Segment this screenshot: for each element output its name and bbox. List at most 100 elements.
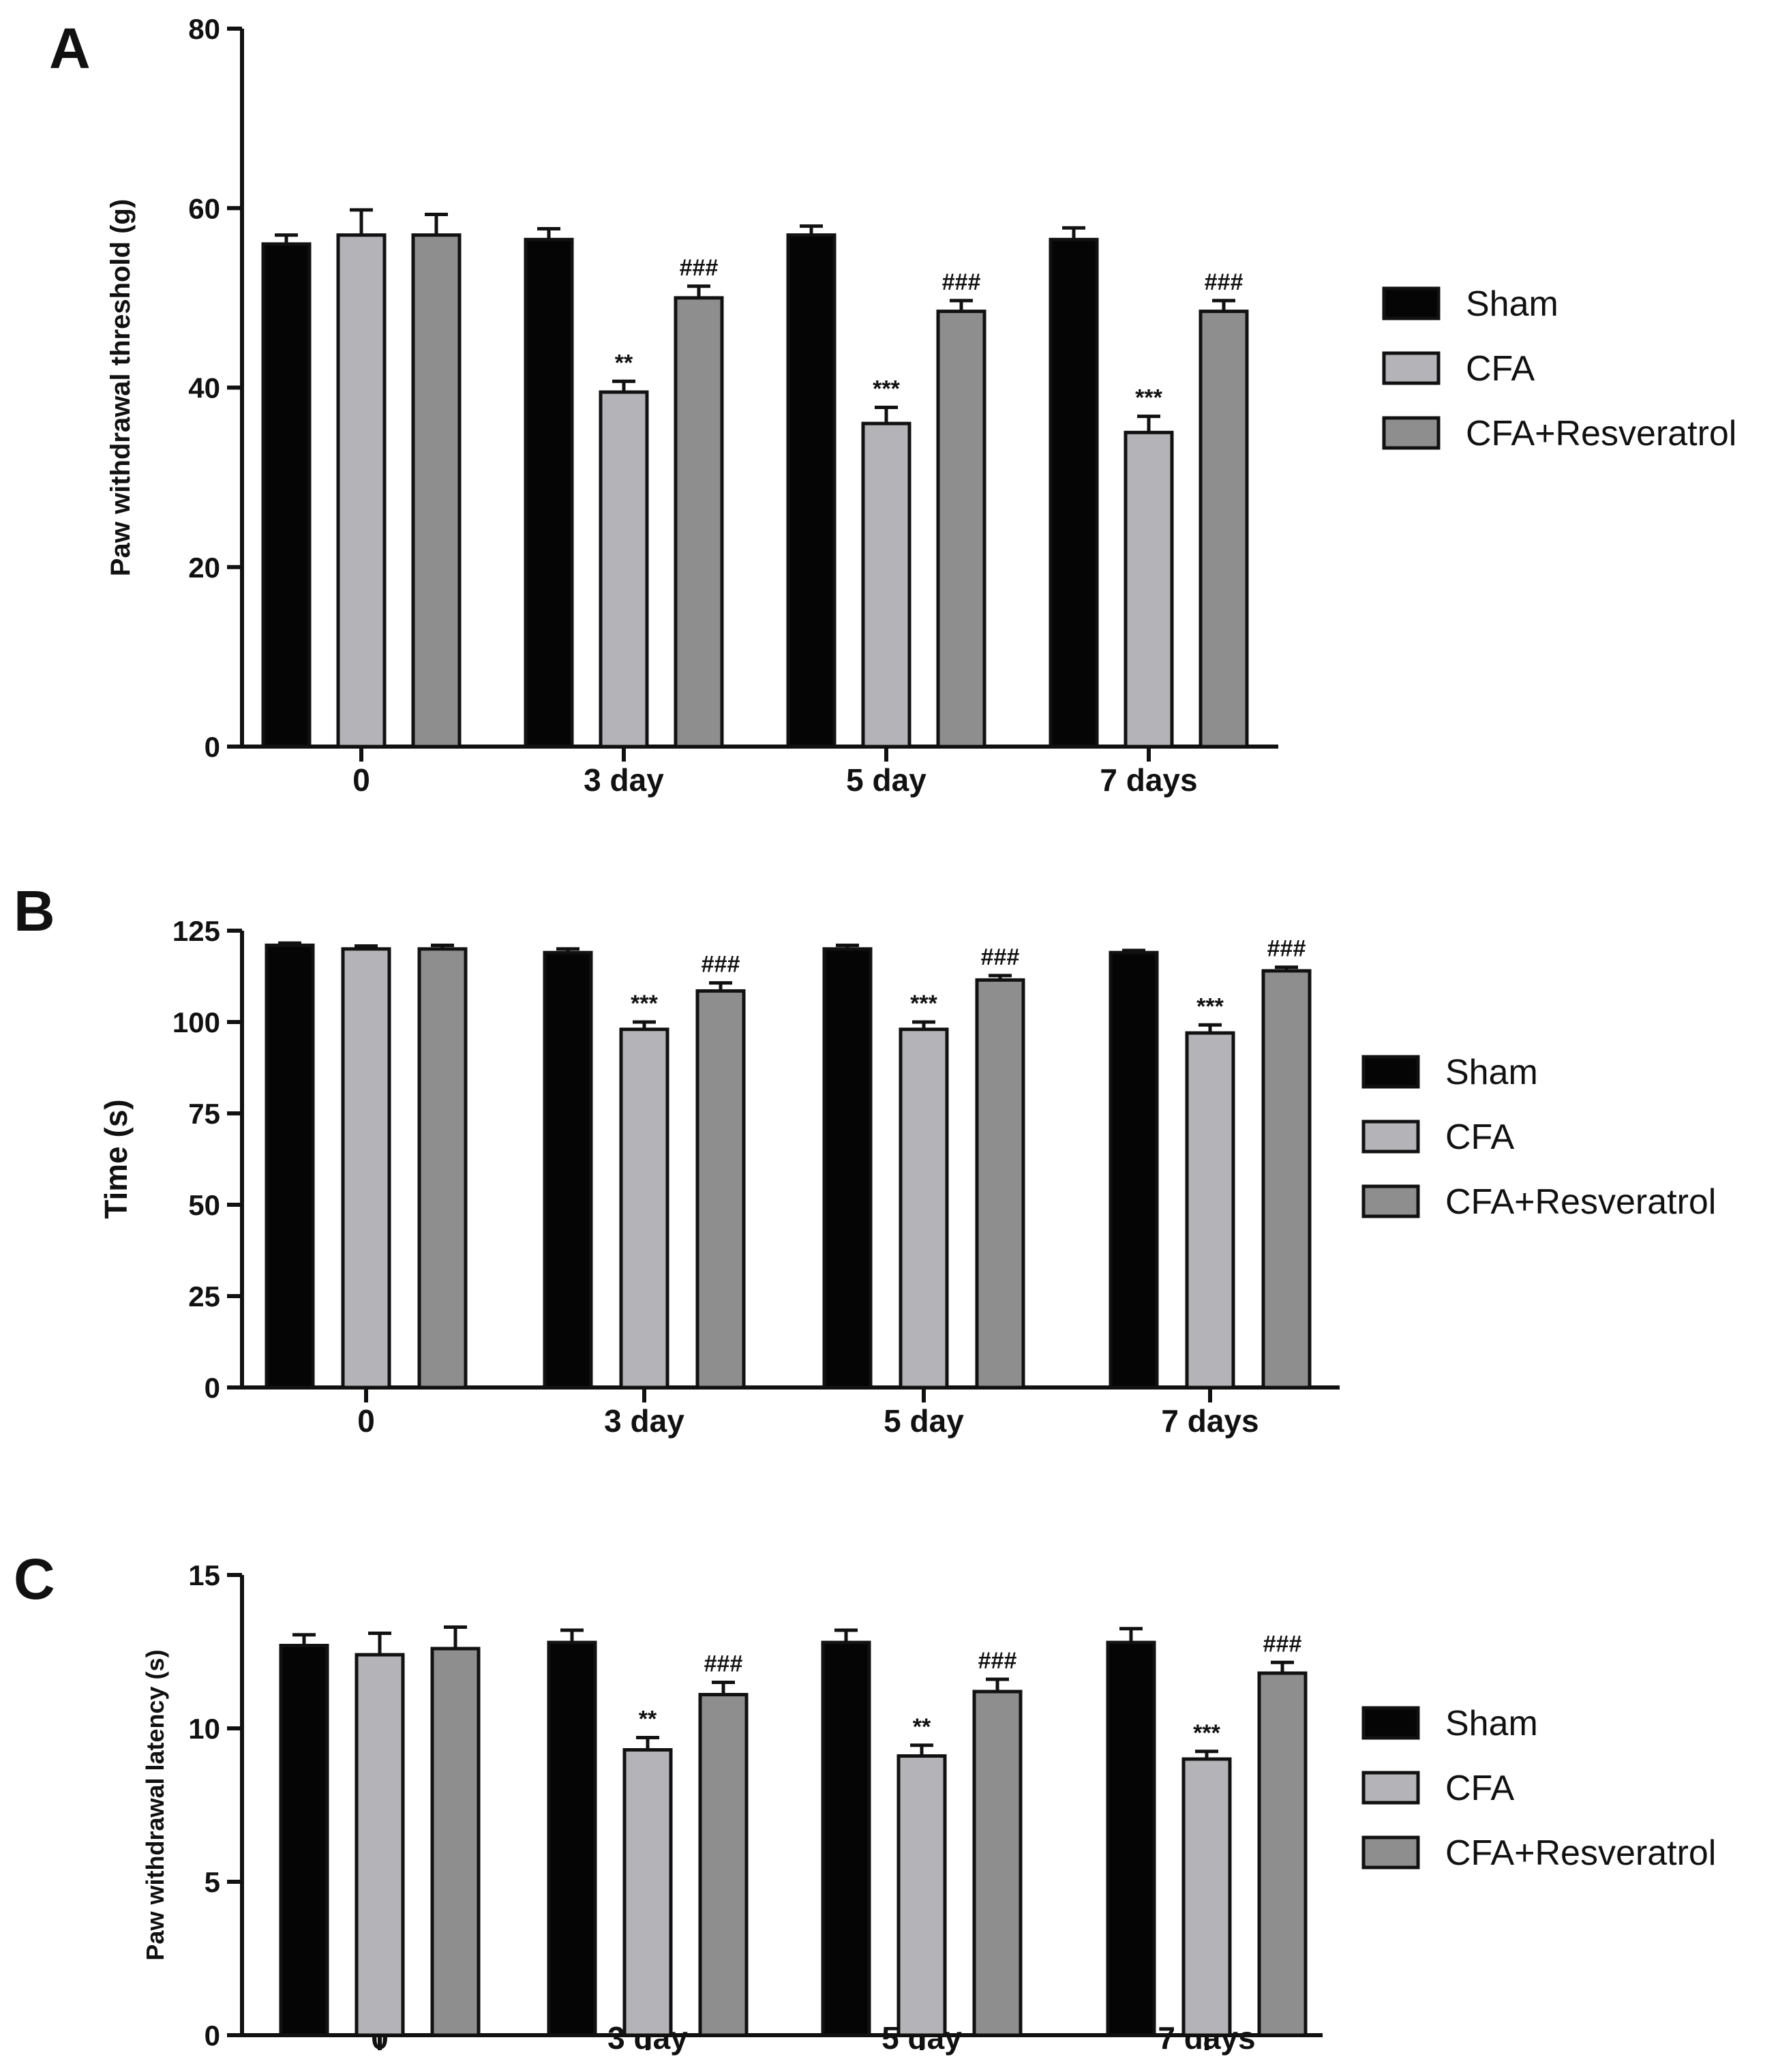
legend-label: CFA (1466, 349, 1535, 389)
y-tick-label: 0 (205, 2020, 220, 2052)
bar-cfa-1 (619, 1027, 669, 1390)
bar-cfa-resveratrol-1 (698, 1693, 749, 2037)
legend-swatch (1382, 286, 1441, 320)
significance-marker: ### (702, 952, 740, 978)
y-tick-label: 40 (188, 372, 220, 404)
y-tick-label: 0 (205, 1372, 220, 1404)
bar-cfa-0 (341, 947, 391, 1390)
y-tick-label: 15 (188, 1559, 220, 1591)
x-tick-label: 0 (352, 762, 370, 798)
legend-label: Sham (1466, 284, 1558, 324)
legend-swatch (1382, 416, 1441, 450)
bar-cfa-resveratrol-3 (1257, 1671, 1308, 2037)
panel-letter: B (14, 879, 55, 943)
significance-marker: *** (631, 991, 658, 1017)
legend-swatch (1361, 1184, 1420, 1218)
x-tick-label: 5 day (884, 1403, 964, 1439)
bar-sham-3 (1049, 237, 1099, 749)
y-tick-label: 50 (188, 1189, 220, 1221)
bar-cfa-resveratrol-0 (430, 1647, 481, 2037)
bar-cfa-3 (1181, 1757, 1232, 2037)
significance-marker: *** (910, 991, 937, 1017)
bar-sham-0 (261, 242, 312, 749)
legend-swatch (1361, 1771, 1420, 1805)
bar-sham-1 (543, 950, 593, 1390)
bar-cfa-1 (599, 390, 649, 749)
bar-sham-1 (547, 1640, 597, 2037)
bar-cfa-resveratrol-2 (972, 1690, 1023, 2037)
bar-cfa-resveratrol-3 (1261, 969, 1312, 1390)
y-tick-label: 100 (172, 1006, 220, 1038)
significance-marker: ### (1205, 269, 1244, 295)
bar-cfa-3 (1124, 430, 1174, 749)
legend-swatch (1361, 1835, 1420, 1870)
x-tick-label: 7 days (1100, 762, 1197, 798)
legend-label: Sham (1445, 1053, 1538, 1092)
bar-cfa-resveratrol-2 (975, 978, 1025, 1390)
y-tick-label: 5 (205, 1866, 220, 1898)
bar-cfa-3 (1185, 1031, 1235, 1390)
legend-label: Sham (1445, 1704, 1538, 1743)
significance-marker: *** (1135, 385, 1162, 411)
chart-panel-A: A 0 20 40 60 80 Paw withdrawal threshold (g) 0 3… (49, 13, 1736, 798)
legend-label: CFA+Resveratrol (1445, 1833, 1716, 1873)
y-axis-label: Paw withdrawal threshold (g) (106, 199, 136, 576)
bar-cfa-2 (861, 421, 911, 749)
significance-marker: ### (1263, 1631, 1302, 1657)
significance-marker: *** (873, 376, 900, 402)
y-axis-label: Paw withdrawal latency (s) (141, 1649, 169, 1960)
significance-marker: ### (942, 269, 981, 295)
bar-cfa-resveratrol-0 (411, 233, 462, 749)
y-axis-label: Time (s) (98, 1099, 134, 1219)
x-tick-label: 0 (357, 1403, 375, 1439)
legend-label: CFA+Resveratrol (1466, 414, 1736, 453)
significance-marker: ** (639, 1707, 657, 1732)
significance-marker: ### (981, 944, 1020, 970)
x-tick-label: 3 day (584, 762, 664, 798)
bar-sham-3 (1109, 950, 1159, 1390)
x-tick-label: 5 day (846, 762, 926, 798)
significance-marker: ### (1267, 936, 1306, 962)
bar-sham-0 (265, 943, 315, 1390)
bar-cfa-resveratrol-1 (674, 296, 724, 749)
bar-cfa-resveratrol-3 (1199, 310, 1249, 749)
x-tick-label: 3 day (604, 1403, 684, 1439)
x-tick-label: 7 days (1161, 1403, 1259, 1439)
significance-marker: *** (1196, 993, 1224, 1019)
bar-sham-3 (1106, 1640, 1156, 2037)
panel-letter: C (14, 1547, 55, 1611)
legend-swatch (1382, 351, 1441, 385)
significance-marker: ** (913, 1714, 931, 1740)
bar-cfa-resveratrol-2 (936, 310, 986, 749)
y-tick-label: 0 (205, 731, 220, 763)
bar-sham-0 (279, 1644, 329, 2037)
significance-marker: ### (978, 1648, 1017, 1674)
significance-marker: ### (704, 1651, 743, 1677)
legend-label: CFA (1445, 1117, 1514, 1157)
significance-marker: ### (680, 255, 719, 281)
legend-swatch (1361, 1055, 1420, 1089)
significance-marker: *** (1193, 1720, 1220, 1746)
bar-cfa-0 (336, 233, 387, 749)
panel-letter: A (49, 16, 91, 80)
y-tick-label: 80 (188, 13, 220, 45)
bar-sham-2 (822, 947, 873, 1390)
y-tick-label: 10 (188, 1713, 220, 1745)
bar-cfa-2 (896, 1754, 947, 2037)
y-tick-label: 75 (188, 1098, 220, 1130)
bar-cfa-0 (355, 1653, 405, 2037)
legend-label: CFA+Resveratrol (1445, 1182, 1716, 1222)
bar-sham-1 (524, 237, 574, 749)
legend-swatch (1361, 1120, 1420, 1154)
bar-sham-2 (821, 1640, 871, 2037)
y-tick-label: 60 (188, 192, 220, 224)
significance-marker: ** (615, 350, 633, 376)
y-tick-label: 25 (188, 1280, 220, 1312)
chart-panel-B: B 0 25 50 75 100 125 Time (s) 0 3 day 5 day 7 days *… (14, 879, 1716, 1439)
bar-cfa-2 (899, 1027, 949, 1390)
bar-cfa-resveratrol-0 (417, 947, 468, 1390)
legend-swatch (1361, 1706, 1420, 1740)
bar-cfa-1 (622, 1748, 673, 2037)
